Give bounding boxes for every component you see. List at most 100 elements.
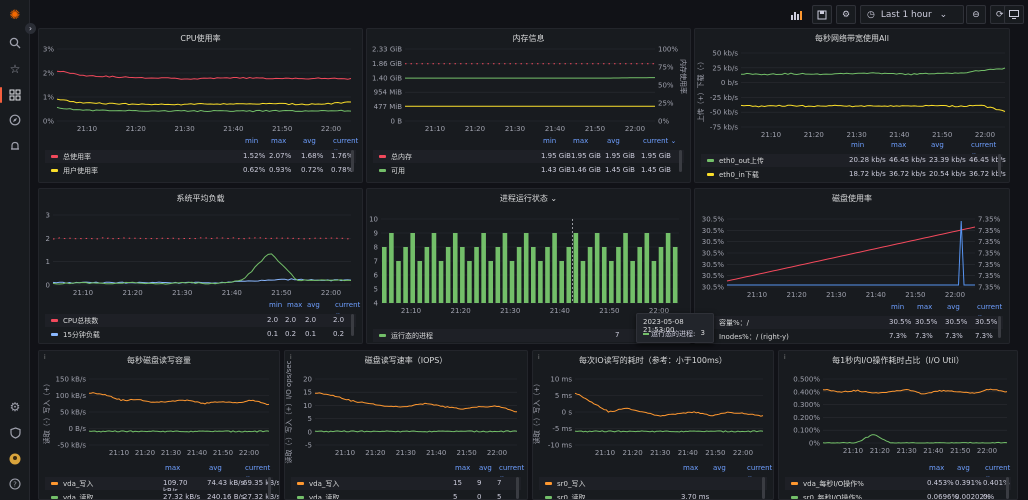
panel-title[interactable]: 每秒磁盘读写容量 (127, 356, 191, 365)
legend-column-header[interactable]: max (455, 464, 471, 472)
legend-column-header[interactable]: max (891, 141, 907, 149)
legend-row[interactable]: 可用 1.43 GiB 1.46 GiB 1.45 GiB 1.45 GiB (373, 164, 684, 177)
panel-title[interactable]: 内存信息 (512, 34, 545, 43)
legend-row[interactable]: 总使用率 1.52% 2.07% 1.68% 1.76% (45, 150, 356, 163)
legend-column-header[interactable]: max (165, 464, 181, 472)
panel-title[interactable]: 进程运行状态 ⌄ (499, 194, 558, 203)
legend-column-header[interactable]: max (287, 301, 303, 309)
user-avatar-icon[interactable] (6, 450, 24, 468)
legend-scrollbar[interactable] (998, 316, 1001, 338)
info-icon[interactable]: i (290, 354, 292, 361)
legend-column-header[interactable]: max (917, 303, 933, 311)
shield-icon[interactable] (6, 424, 24, 442)
panel-disk-usage[interactable]: 磁盘使用率 30.5% 30.5% 30.5% 30.5% 30.5% 30.5% 30.5… (694, 188, 1010, 344)
legend-column-header[interactable]: avg (713, 464, 726, 472)
legend-column-header[interactable]: min (891, 303, 905, 311)
legend-column-header[interactable]: avg (209, 464, 222, 472)
info-icon[interactable]: i (44, 354, 46, 361)
legend-scrollbar[interactable] (762, 477, 765, 499)
legend-row[interactable]: CPU总核数 2.0 2.0 2.0 2.0 (45, 314, 356, 327)
legend-column-header[interactable]: current ⌄ (977, 303, 1003, 319)
dashboards-icon[interactable] (0, 86, 24, 104)
legend-column-header[interactable]: max (271, 137, 287, 145)
panel-network-bandwidth[interactable]: 每秒网络带宽使用All 50 kb/s 25 kb/s 0 b/s -25 kb/s -… (694, 28, 1010, 183)
expand-sidebar-icon[interactable]: › (25, 23, 36, 34)
info-icon[interactable]: i (538, 354, 540, 361)
legend-row[interactable]: vda_每秒I/O操作% 0.453% 0.391% 0.401% (785, 477, 1011, 490)
help-icon[interactable]: ? (6, 475, 24, 493)
grafana-logo-icon[interactable]: ✺ (9, 7, 21, 23)
legend-scrollbar[interactable] (998, 154, 1001, 176)
legend-row[interactable]: 容量%：/30.5% 30.5% 30.5% 30.5% (701, 316, 1003, 329)
legend-column-header[interactable]: min (543, 137, 557, 145)
legend-column-header[interactable]: max (573, 137, 589, 145)
legend-column-header[interactable]: current ⌄ (333, 137, 359, 153)
legend-row[interactable]: 15分钟负载 0.1 0.2 0.1 0.2 (45, 328, 356, 341)
panel-title[interactable]: 系统平均负载 (176, 194, 225, 203)
panel-memory-info[interactable]: 内存信息 2.33 GiB 1.86 GiB 1.40 GiB 954 MiB 477 … (366, 28, 691, 183)
legend-row[interactable]: 用户使用率 0.62% 0.93% 0.72% 0.78% (45, 164, 356, 177)
panel-cpu-usage[interactable]: CPU使用率 3% 2% 1% 0% 21:10 21:20 21:30 21:40 21:50… (38, 28, 363, 183)
info-icon[interactable]: i (784, 354, 786, 361)
panel-title[interactable]: CPU使用率 (180, 34, 221, 43)
legend-column-header[interactable]: current ⌄ (985, 464, 1011, 480)
panel-title[interactable]: 每次IO读写的耗时（参考：小于100ms） (579, 356, 727, 365)
panel-disk-io-throughput[interactable]: i 每秒磁盘读写容量 150 kB/s 100 kB/s 50 kB/s 0 B/s -… (38, 350, 280, 500)
legend-scrollbar[interactable] (351, 314, 354, 336)
legend-column-header[interactable]: min (269, 301, 283, 309)
panel-disk-iops[interactable]: i 磁盘读写速率（IOPS） 20 15 10 5 0 -5 读取（-）写入（+）I/O o… (284, 350, 528, 500)
panel-title[interactable]: 每秒网络带宽使用All (815, 34, 889, 43)
time-range-picker[interactable]: ◷ Last 1 hour ⌄ (860, 5, 964, 24)
legend-column-header[interactable]: avg (307, 301, 320, 309)
legend-column-header[interactable]: current ⌄ (747, 464, 773, 480)
panel-system-load[interactable]: 系统平均负载 3 2 1 0 21:10 21:20 21:30 21:40 21:50 22:0… (38, 188, 363, 344)
panel-title[interactable]: 每1秒内I/O操作耗时占比（I/O Util） (832, 356, 964, 365)
legend-column-header[interactable]: avg (957, 464, 970, 472)
legend-column-header[interactable]: avg (303, 137, 316, 145)
legend-column-header[interactable]: current ⌄ (335, 301, 361, 317)
legend-row[interactable]: eth0_out上传 20.28 kb/s 46.45 kb/s 23.39 kb/s… (701, 154, 1006, 167)
star-icon[interactable]: ☆ (9, 62, 21, 76)
panel-io-util[interactable]: i 每1秒内I/O操作耗时占比（I/O Util） 0.500% 0.400% 0.… (778, 350, 1018, 500)
zoom-out-icon[interactable]: ⊖ (966, 5, 986, 24)
legend-column-header[interactable]: current ⌄ (499, 464, 525, 480)
search-icon[interactable] (6, 34, 24, 52)
explore-icon[interactable] (6, 111, 24, 129)
legend-row[interactable]: Inodes%：/ (right-y) 7.3% 7.3% 7.3% 7.3% (701, 330, 1003, 343)
settings-icon[interactable]: ⚙ (9, 400, 21, 414)
legend-row[interactable]: 运行态的进程 7 (373, 329, 684, 342)
legend-column-header[interactable]: current ⌄ (971, 141, 997, 157)
add-panel-icon[interactable] (786, 5, 808, 24)
legend-scrollbar[interactable] (351, 150, 354, 172)
legend-column-header[interactable]: max (683, 464, 699, 472)
panel-io-latency[interactable]: i 每次IO读写的耗时（参考：小于100ms） 10 ms 5 ms 0 s -5 m… (532, 350, 774, 500)
save-icon[interactable] (812, 5, 832, 24)
legend-scrollbar[interactable] (268, 477, 271, 499)
legend-scrollbar[interactable] (679, 150, 682, 172)
legend-column-header[interactable]: current ⌄ (245, 464, 271, 480)
panel-title[interactable]: 磁盘使用率 (832, 194, 872, 203)
legend-row[interactable]: vda_读取 27.32 kB/s 240.16 B/s 27.32 kB/s (45, 491, 279, 499)
panel-title[interactable]: 磁盘读写速率（IOPS） (364, 356, 448, 365)
legend-column-header[interactable]: avg (931, 141, 944, 149)
legend-row[interactable]: 总内存 1.95 GiB 1.95 GiB 1.95 GiB 1.95 GiB (373, 150, 684, 163)
alerting-icon[interactable] (6, 137, 24, 155)
legend-scrollbar[interactable] (1006, 477, 1009, 499)
legend-scrollbar[interactable] (516, 477, 519, 499)
tv-mode-icon[interactable] (1004, 5, 1024, 24)
legend-column-header[interactable]: avg (947, 303, 960, 311)
legend-row[interactable]: sr0_写入 (539, 477, 767, 490)
legend-row[interactable]: sr0_读取 3.70 ms (539, 491, 767, 499)
legend-column-header[interactable]: min (851, 141, 865, 149)
legend-row[interactable]: vda_读取 5 0 5 (291, 491, 521, 499)
legend-column-header[interactable]: avg (479, 464, 492, 472)
legend-column-header[interactable]: max (929, 464, 945, 472)
legend-column-header[interactable]: min (245, 137, 259, 145)
legend-column-header[interactable]: avg (607, 137, 620, 145)
legend-column-header[interactable]: current ⌄ (643, 137, 677, 145)
legend-row[interactable]: sr0_每秒I/O操作% 0.0696% 0.00202% 0% (785, 491, 1011, 499)
legend-row[interactable]: eth0_in下载 18.72 kb/s 36.72 kb/s 20.54 kb/s 3… (701, 168, 1006, 181)
legend-row[interactable]: vda_写入 15 9 7 (291, 477, 521, 490)
settings-icon[interactable]: ⚙ (836, 5, 856, 24)
